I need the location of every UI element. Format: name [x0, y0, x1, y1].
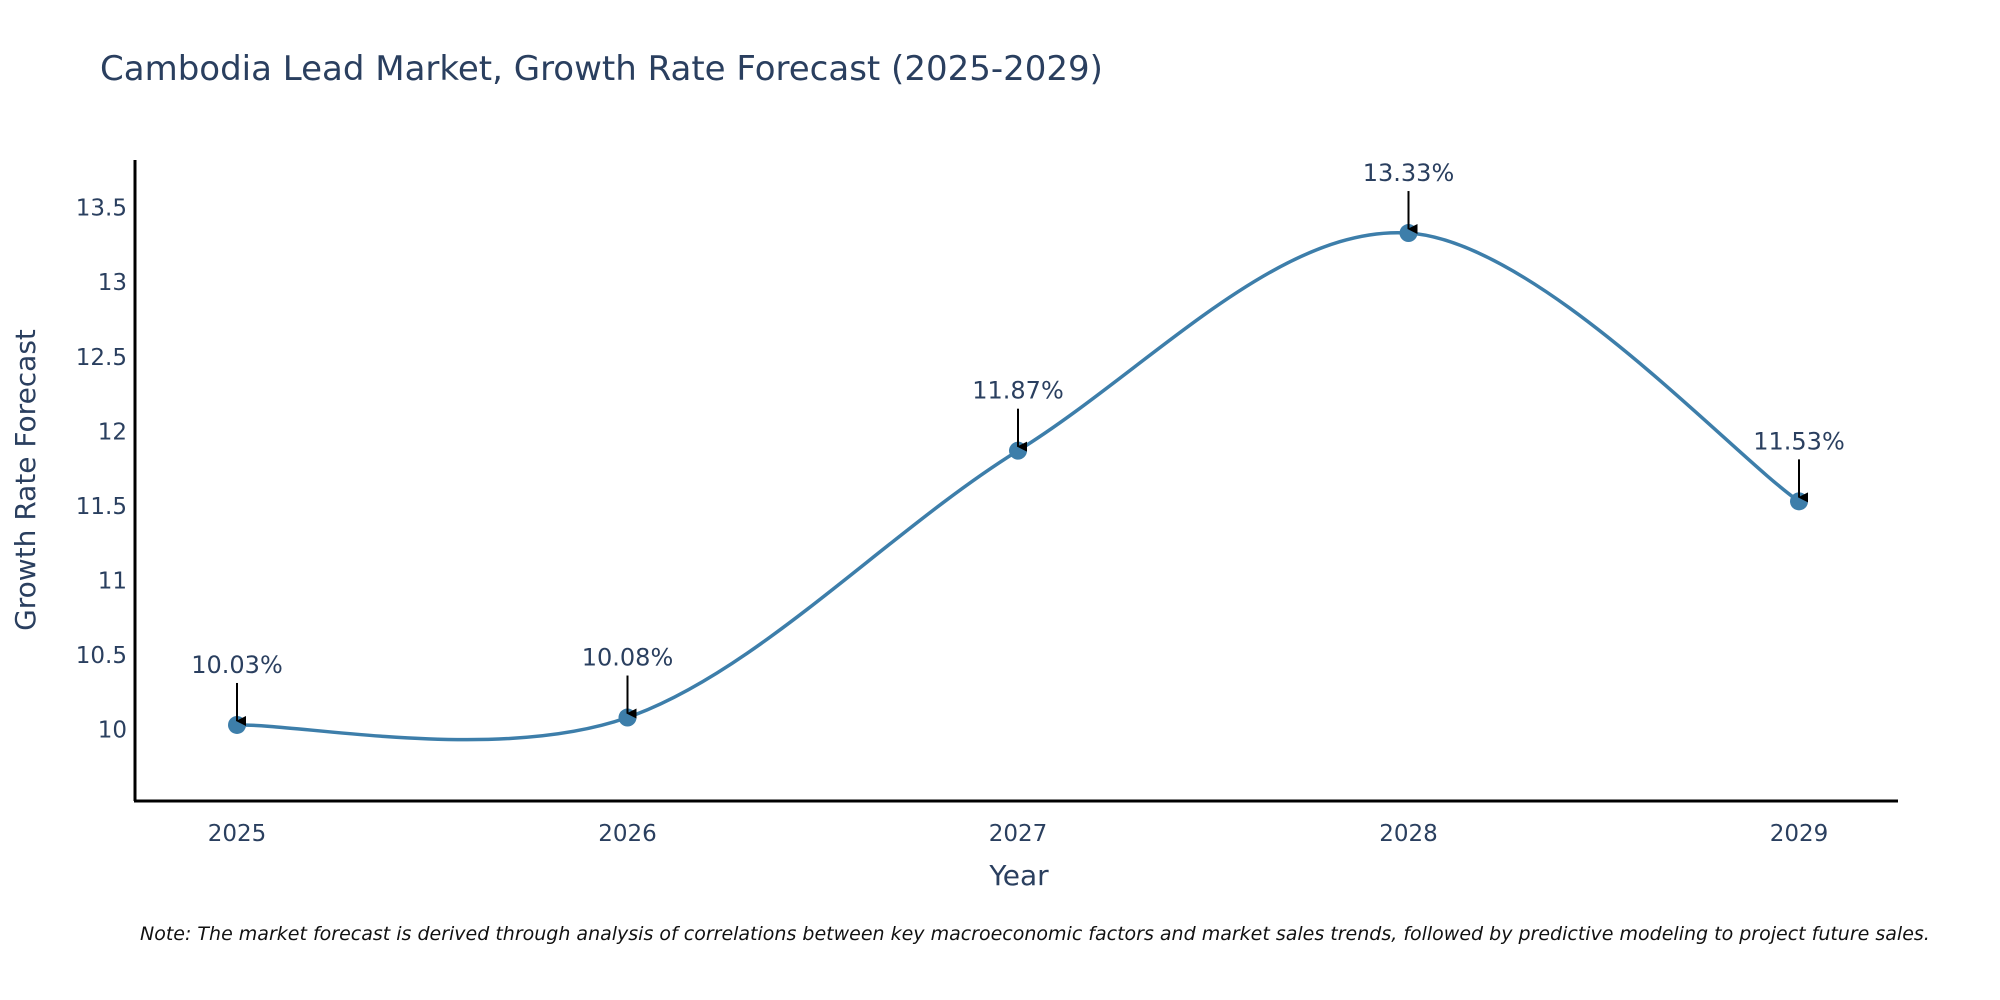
x-tick-label: 2026 [598, 821, 657, 847]
x-tick-label: 2029 [1770, 821, 1829, 847]
x-axis-title: Year [988, 859, 1049, 892]
data-label: 11.53% [1753, 427, 1845, 455]
x-tick-label: 2028 [1379, 821, 1438, 847]
data-label: 10.08% [582, 644, 674, 672]
x-tick-label: 2025 [208, 821, 267, 847]
series-line [236, 231, 1800, 742]
plot-area: 10 10.5 11 11.5 12 12.5 13 13.5 2025 2026 2027 2028… [76, 159, 1898, 847]
footnote: Note: The market forecast is derived thr… [140, 923, 1930, 945]
y-tick-label: 11.5 [76, 494, 127, 520]
y-tick-label: 11 [98, 568, 127, 594]
y-axis-title: Growth Rate Forecast [9, 329, 42, 631]
data-label: 10.03% [191, 651, 283, 679]
x-tick-label: 2027 [989, 821, 1048, 847]
y-tick-label: 10.5 [76, 643, 127, 669]
y-tick-label: 12 [98, 419, 127, 445]
data-label: 13.33% [1363, 159, 1455, 187]
chart-title: Cambodia Lead Market, Growth Rate Foreca… [100, 49, 1103, 89]
y-tick-label: 12.5 [76, 345, 127, 371]
data-label: 11.87% [972, 377, 1064, 405]
y-tick-label: 13.5 [76, 196, 127, 222]
y-tick-label: 13 [98, 270, 127, 296]
y-tick-label: 10 [98, 717, 127, 743]
